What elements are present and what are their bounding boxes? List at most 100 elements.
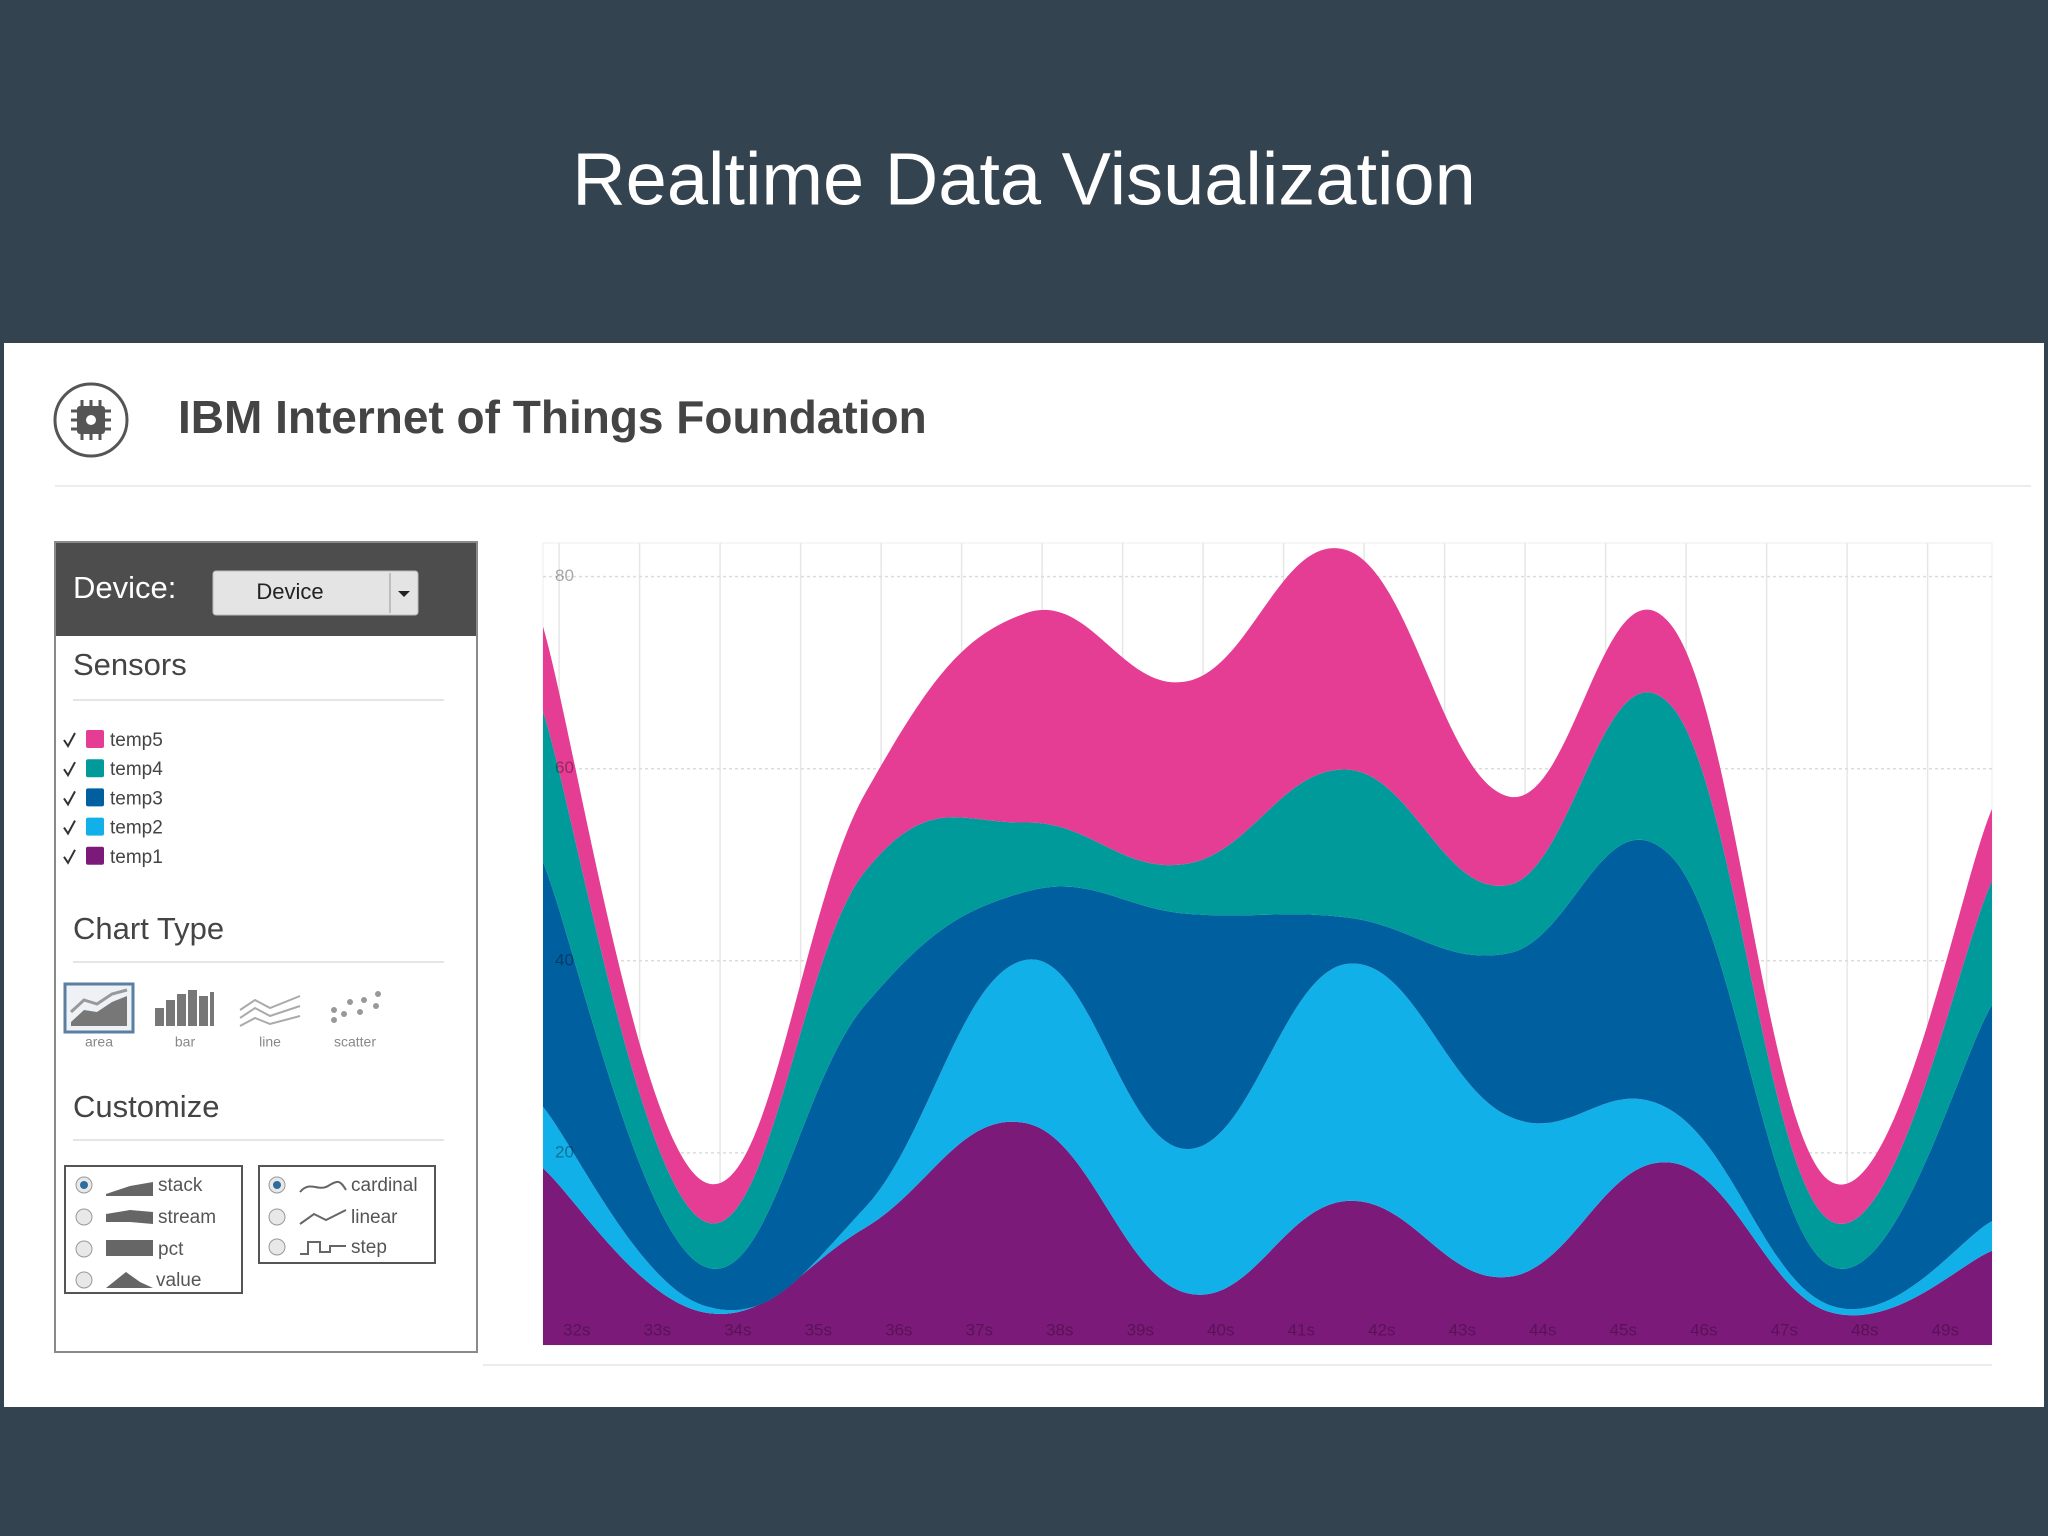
legend-check [63,820,76,836]
radio-dot [80,1181,88,1189]
legend-swatch [86,730,104,748]
x-tick-label: 40s [1207,1320,1234,1339]
header-title: IBM Internet of Things Foundation [178,391,927,443]
chart-type-line[interactable] [239,995,301,1027]
y-tick-label: 80 [555,566,574,585]
bar-icon [199,996,208,1026]
radio[interactable] [268,1208,286,1226]
scatter-icon [357,1009,363,1015]
x-tick-label: 32s [563,1320,590,1339]
scatter-icon [331,1007,337,1013]
radio-label: value [156,1270,201,1291]
chart-type-area[interactable] [63,982,135,1034]
x-tick-label: 34s [724,1320,751,1339]
bar-icon [155,1008,164,1026]
chart-type-label: line [259,1034,281,1050]
x-tick-label: 47s [1771,1320,1798,1339]
bar-icon [188,990,197,1026]
legend-label: temp5 [110,730,163,751]
x-tick-label: 42s [1368,1320,1395,1339]
device-select[interactable]: Device [212,570,419,616]
line-icon [239,1005,301,1019]
legend-check [63,790,76,807]
legend-swatch [86,846,104,865]
radio-label: stream [158,1207,216,1228]
axis-labels: 32s 33s 34s 35s 36s 37s 38s 39s 40s 41s 42s 43s 44s 4… [555,566,1959,1339]
legend-check [63,761,76,778]
area-series [543,548,1992,1224]
y-tick-label: 40 [555,950,574,969]
radio-dot [273,1181,281,1189]
radio[interactable] [75,1271,93,1289]
line-icon [239,995,301,1011]
area-series [543,839,1992,1311]
option-icon [299,1180,347,1193]
option-icon [300,1241,346,1255]
chart-type-title: Chart Type [73,911,224,946]
sensors-title: Sensors [73,647,187,682]
x-tick-label: 36s [885,1320,912,1339]
x-tick-label: 45s [1610,1320,1637,1339]
scatter-icon [347,999,353,1005]
legend-check [63,849,76,865]
x-tick-label: 33s [644,1320,671,1339]
chart-type-label: bar [175,1034,196,1050]
option-icon [106,1210,153,1224]
legend-label: temp2 [110,818,163,839]
y-tick-label: 20 [555,1142,574,1161]
legend-label: temp4 [110,759,163,780]
area-icon [71,996,127,1026]
customize-title: Customize [73,1089,219,1124]
scatter-icon [373,1003,379,1009]
logo [53,382,129,458]
area-icon-line [69,988,128,1014]
scatter-icon [361,997,367,1003]
legend-label: temp3 [110,788,163,809]
chart-type-scatter[interactable] [331,991,381,1023]
x-tick-label: 49s [1932,1320,1959,1339]
radio-label: linear [351,1207,398,1228]
option-icon [299,1209,347,1225]
legend-swatch [86,788,104,807]
x-tick-label: 44s [1529,1320,1556,1339]
radio[interactable] [268,1238,286,1256]
radio-label: pct [158,1239,184,1260]
option-icon [106,1240,153,1256]
chart-type-label: scatter [334,1034,376,1050]
area-series [543,1121,1992,1345]
x-tick-label: 37s [966,1320,993,1339]
interpolation-box [258,1165,436,1264]
offset-box [64,1165,243,1294]
option-icon [106,1272,153,1288]
radio[interactable] [75,1208,93,1226]
area-series [543,692,1992,1269]
select-value: Device [256,579,323,604]
bar-icon [210,992,214,1026]
area-series [543,959,1992,1316]
scatter-icon [375,991,381,997]
logo-pins [71,400,111,440]
option-icon [106,1182,153,1196]
scatter-icon [341,1011,347,1017]
x-tick-label: 35s [805,1320,832,1339]
chart-type-bar[interactable] [155,990,214,1026]
scatter-icon [331,1017,337,1023]
line-icon [239,1015,301,1027]
radio[interactable] [75,1240,93,1258]
y-tick-label: 60 [555,758,574,777]
legend-check [63,732,76,748]
bar-icon [166,1000,175,1026]
radio-label: cardinal [351,1175,418,1196]
select-arrow [398,591,410,597]
logo-dot [86,415,96,425]
select-box[interactable] [212,570,419,616]
radio-label: step [351,1237,387,1258]
x-tick-label: 38s [1046,1320,1073,1339]
device-label: Device: [73,570,176,605]
legend-label: temp1 [110,847,163,868]
logo-ring [53,382,129,458]
x-tick-label: 39s [1127,1320,1154,1339]
legend-swatch [86,759,104,778]
x-tick-label: 46s [1690,1320,1717,1339]
